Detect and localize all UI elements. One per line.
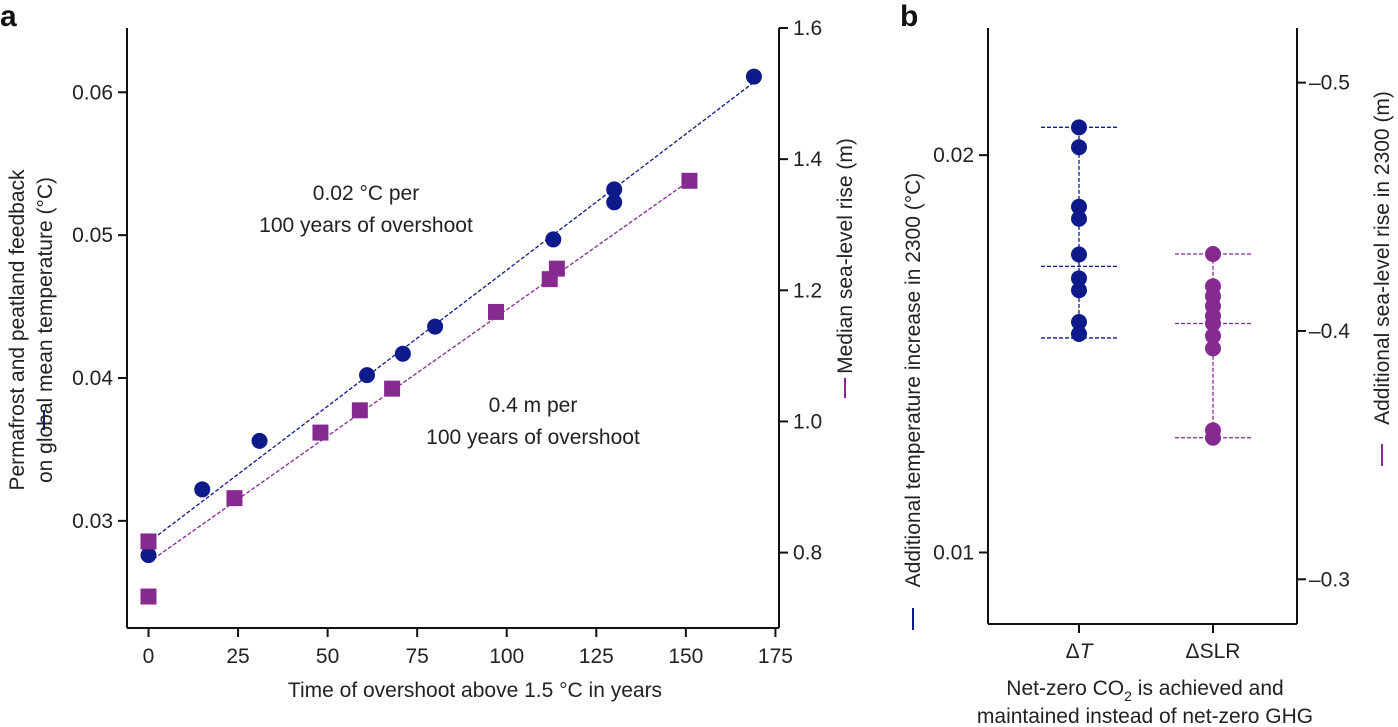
panel-b-x-label-line1: Net-zero CO2 is achieved and	[1006, 677, 1283, 704]
panel-a-right-label-text: Median sea-level rise (m)	[834, 138, 857, 374]
x-tick-label: 75	[405, 645, 428, 668]
temperature-fit-line	[148, 81, 755, 543]
delta-slr-point	[1205, 245, 1221, 262]
sealevel-point	[312, 424, 329, 441]
left-y-tick-label: 0.06	[72, 81, 113, 104]
panel-b-points	[1071, 119, 1221, 446]
panel-b-right-label-text: Additional sea-level rise in 2300 (m)	[1371, 91, 1394, 425]
panel-a-points	[140, 68, 762, 605]
right-y-tick-label: –0.4	[1309, 320, 1350, 343]
sealevel-point	[140, 588, 157, 605]
x-tick-label: 50	[316, 645, 339, 668]
annotation-sealevel-line1: 0.4 m per	[489, 394, 578, 417]
delta-t-point	[1071, 246, 1087, 263]
temperature-point	[359, 367, 376, 384]
annotation-temperature-line1: 0.02 °C per	[313, 182, 419, 205]
panel-a-left-label-line2: on global mean temperature (°C)	[34, 177, 57, 483]
delta-t-point	[1071, 325, 1087, 342]
temperature-point	[745, 68, 762, 85]
temperature-point	[394, 345, 411, 362]
panel-a-letter: a	[0, 0, 17, 33]
temperature-point	[194, 481, 211, 498]
panel-a-right-ticks: 0.8 1.0 1.2 1.4 1.6	[779, 17, 823, 565]
temperature-point	[545, 231, 562, 248]
delta-t-point	[1071, 119, 1087, 136]
delta-slr-point	[1205, 340, 1221, 357]
category-label: ΔSLR	[1186, 640, 1241, 663]
delta-t-point	[1071, 270, 1087, 287]
panel-b-left-label-text: Additional temperature increase in 2300 …	[902, 173, 925, 588]
delta-t-point	[1071, 314, 1087, 331]
sealevel-point	[487, 303, 504, 320]
left-y-tick-label: 0.03	[72, 510, 113, 533]
panel-a-x-ticks: 0 25 50 75 100 125 150 175	[143, 628, 793, 668]
annotation-sealevel-line2: 100 years of overshoot	[426, 426, 640, 449]
right-y-tick-label: –0.5	[1309, 72, 1350, 95]
x-tick-label: 100	[489, 645, 524, 668]
sealevel-point	[351, 402, 368, 419]
panel-a-left-label: Permafrost and peatland feedback on glob…	[6, 169, 57, 491]
left-y-tick-label: 0.05	[72, 224, 113, 247]
left-y-tick-label: 0.01	[933, 541, 974, 564]
sealevel-point	[681, 172, 698, 189]
right-y-tick-label: 0.8	[793, 542, 822, 565]
delta-t-point	[1071, 210, 1087, 227]
temperature-point	[251, 432, 268, 449]
panel-b-letter: b	[900, 0, 918, 33]
x-tick-label: 25	[226, 645, 249, 668]
temperature-point	[606, 194, 623, 211]
panel-b-left-label: Additional temperature increase in 2300 …	[902, 173, 925, 630]
sealevel-point	[548, 260, 565, 277]
right-y-tick-label: 1.0	[793, 410, 822, 433]
panel-b-categories: ΔT ΔSLR	[1066, 624, 1241, 663]
delta-t-point	[1071, 139, 1087, 156]
left-y-tick-label: 0.02	[933, 144, 974, 167]
x-tick-label: 175	[758, 645, 793, 668]
x-tick-label: 150	[668, 645, 703, 668]
sealevel-point	[140, 533, 157, 550]
delta-t-point	[1071, 198, 1087, 215]
right-y-tick-label: 1.2	[793, 279, 822, 302]
right-y-tick-label: –0.3	[1309, 568, 1350, 591]
category-label: ΔT	[1066, 640, 1095, 663]
left-y-tick-label: 0.04	[72, 367, 113, 390]
panel-a-right-label: Median sea-level rise (m)	[834, 138, 857, 398]
panel-a-left-label-line1: Permafrost and peatland feedback	[6, 169, 29, 491]
panel-b: b 0.01 0.02 –0.3 –0.4 –0.5 ΔT ΔSLR Net-zero …	[900, 0, 1394, 727]
right-y-tick-label: 1.4	[793, 148, 823, 171]
delta-t-point	[1071, 282, 1087, 299]
delta-slr-point	[1205, 315, 1221, 332]
annotation-temperature-line2: 100 years of overshoot	[259, 214, 473, 237]
temperature-point	[427, 318, 444, 335]
panel-a-x-label: Time of overshoot above 1.5 °C in years	[288, 679, 662, 702]
x-tick-label: 0	[143, 645, 155, 668]
temperature-point	[606, 181, 623, 198]
panel-b-left-ticks: 0.01 0.02	[933, 144, 988, 564]
delta-slr-point	[1205, 429, 1221, 446]
panel-a-left-ticks: 0.03 0.04 0.05 0.06	[72, 81, 127, 533]
sealevel-point	[226, 490, 243, 507]
panel-b-x-label-line2: maintained instead of net-zero GHG	[977, 705, 1313, 727]
sealevel-point	[384, 380, 401, 397]
panel-a: a 0 25 50 75 100 125 150 175 0.03 0.04 0.05 0.06 0…	[0, 0, 857, 702]
delta-slr-point	[1205, 327, 1221, 344]
panel-b-right-ticks: –0.3 –0.4 –0.5	[1297, 72, 1350, 591]
panel-b-right-label: Additional sea-level rise in 2300 (m)	[1371, 91, 1394, 466]
right-y-tick-label: 1.6	[793, 17, 822, 40]
x-tick-label: 125	[579, 645, 614, 668]
temperature-point	[140, 547, 157, 564]
